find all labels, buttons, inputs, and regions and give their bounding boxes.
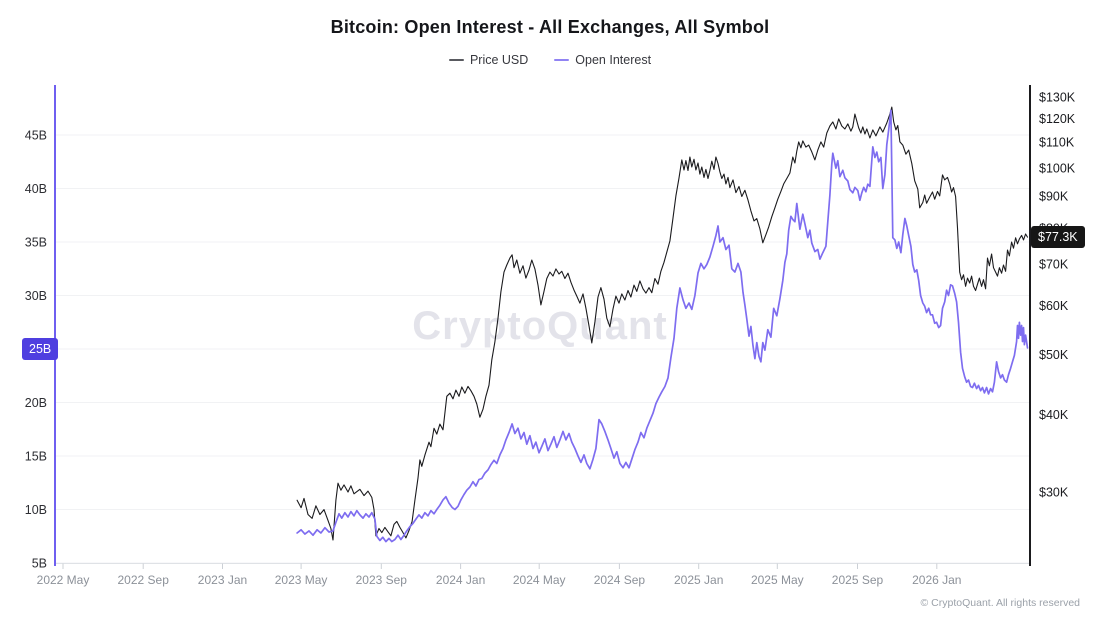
watermark: CryptoQuant <box>412 304 667 348</box>
right-tick-label: $120K <box>1039 112 1076 126</box>
right-tick-label: $90K <box>1039 190 1069 204</box>
x-tick-label: 2024 Sep <box>594 573 646 587</box>
x-tick-label: 2022 Sep <box>118 573 170 587</box>
right-tick-label: $100K <box>1039 161 1076 175</box>
left-tick-label: 40B <box>25 182 47 196</box>
x-tick-label: 2024 May <box>513 573 566 587</box>
legend-label-price: Price USD <box>469 53 529 67</box>
left-tick-label: 15B <box>25 450 47 464</box>
series-line-open-interest <box>296 109 1029 543</box>
open-interest-current-value-badge: 25B <box>22 338 59 360</box>
right-tick-label: $40K <box>1039 408 1069 422</box>
right-tick-label: $110K <box>1039 136 1075 150</box>
x-tick-label: 2024 Jan <box>436 573 485 587</box>
price-current-value-badge: $77.3K <box>1031 226 1085 249</box>
series-line-price-usd <box>296 106 1029 541</box>
x-tick-label: 2023 Sep <box>356 573 408 587</box>
x-tick-label: 2025 May <box>751 573 804 587</box>
x-tick-label: 2023 May <box>275 573 328 587</box>
chart-title: Bitcoin: Open Interest - All Exchanges, … <box>330 17 770 37</box>
copyright-notice: © CryptoQuant. All rights reserved <box>920 597 1080 609</box>
right-tick-label: $30K <box>1039 486 1069 500</box>
right-tick-label: $130K <box>1039 91 1076 105</box>
left-tick-label: 45B <box>25 129 47 143</box>
x-tick-label: 2025 Sep <box>832 573 884 587</box>
legend-item-price[interactable]: Price USD <box>448 53 529 67</box>
right-tick-label: $60K <box>1039 299 1069 313</box>
left-tick-label: 5B <box>32 557 47 571</box>
right-tick-label: $70K <box>1039 257 1069 271</box>
right-tick-label: $50K <box>1039 348 1069 362</box>
open-interest-line-swatch-icon <box>554 59 570 61</box>
left-tick-label: 30B <box>25 289 47 303</box>
left-tick-label: 35B <box>25 236 47 250</box>
legend-label-open-interest: Open Interest <box>575 53 652 67</box>
legend-item-open-interest[interactable]: Open Interest <box>554 53 651 67</box>
x-tick-label: 2025 Jan <box>674 573 723 587</box>
x-tick-label: 2023 Jan <box>198 573 247 587</box>
x-tick-label: 2022 May <box>37 573 90 587</box>
x-tick-label: 2026 Jan <box>912 573 961 587</box>
price-line-swatch-icon <box>448 59 464 61</box>
legend: Price USD Open Interest <box>0 53 1100 67</box>
left-tick-label: 10B <box>25 503 47 517</box>
left-tick-label: 20B <box>25 396 47 410</box>
